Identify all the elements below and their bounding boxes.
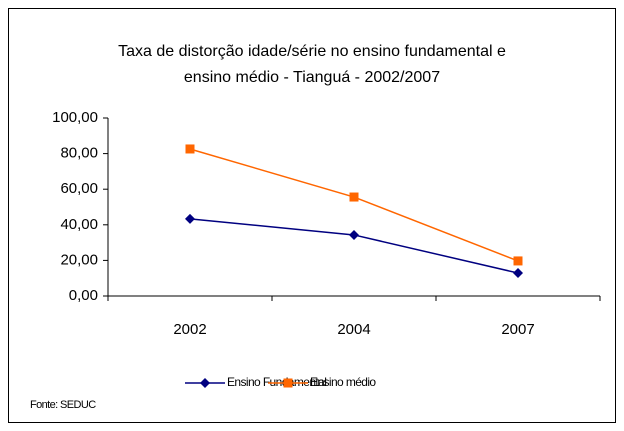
y-tick-label: 60,00 bbox=[60, 180, 98, 197]
legend-label: Ensino médio bbox=[310, 375, 376, 389]
marker bbox=[200, 378, 210, 388]
y-tick-label: 100,00 bbox=[52, 109, 98, 126]
marker bbox=[349, 229, 359, 240]
marker bbox=[513, 268, 523, 279]
marker bbox=[349, 192, 359, 202]
x-tick-label: 2007 bbox=[501, 321, 534, 338]
x-tick-label: 2004 bbox=[337, 321, 370, 338]
marker bbox=[513, 256, 523, 266]
y-tick-label: 80,00 bbox=[60, 145, 98, 162]
x-tick-label: 2002 bbox=[173, 321, 206, 338]
source-note: Fonte: SEDUC bbox=[30, 399, 96, 411]
y-tick-label: 40,00 bbox=[60, 216, 98, 233]
chart-title: Taxa de distorção idade/série no ensino … bbox=[118, 43, 506, 60]
marker bbox=[185, 144, 195, 154]
chart-border bbox=[8, 8, 616, 423]
y-tick-label: 20,00 bbox=[60, 251, 98, 268]
marker bbox=[283, 378, 293, 388]
y-tick-label: 0,00 bbox=[69, 287, 98, 304]
chart-title: ensino médio - Tianguá - 2002/2007 bbox=[184, 69, 440, 86]
marker bbox=[185, 213, 195, 224]
legend-label: Ensino Fundamental bbox=[227, 375, 326, 389]
